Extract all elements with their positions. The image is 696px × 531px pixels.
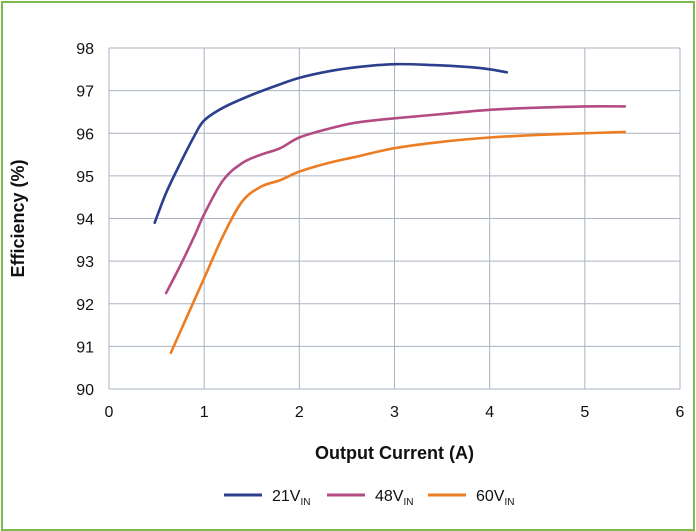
x-tick-labels: 0 1 2 3 4 5 6: [105, 404, 685, 421]
legend-label-subscript: IN: [403, 497, 413, 508]
x-tick-label: 4: [485, 404, 494, 421]
y-tick-label: 97: [76, 84, 94, 101]
y-tick-label: 98: [76, 41, 94, 58]
x-tick-label: 6: [676, 404, 685, 421]
grid: [108, 47, 681, 390]
legend: 21VIN 48VIN 60VIN: [224, 488, 514, 508]
y-tick-label: 92: [76, 297, 94, 314]
x-axis-title: Output Current (A): [315, 443, 474, 463]
series-line-2: [164, 105, 627, 295]
x-tick-label: 0: [105, 404, 114, 421]
y-tick-label: 93: [76, 254, 94, 271]
legend-item-3: 60VIN: [428, 488, 514, 508]
x-tick-label: 5: [580, 404, 589, 421]
y-tick-label: 95: [76, 169, 94, 186]
x-tick-label: 3: [390, 404, 399, 421]
y-tick-label: 96: [76, 126, 94, 143]
y-tick-label: 94: [76, 212, 94, 229]
series-line-1: [153, 62, 509, 225]
y-tick-label: 91: [76, 339, 94, 356]
x-tick-label: 2: [295, 404, 304, 421]
legend-label: 60VIN: [476, 488, 514, 508]
legend-item-1: 21VIN: [224, 488, 310, 508]
series-lines: [153, 62, 627, 355]
legend-label-subscript: IN: [300, 497, 310, 508]
legend-label: 21VIN: [272, 488, 310, 508]
legend-label-subscript: IN: [504, 497, 514, 508]
y-axis-title: Efficiency (%): [8, 159, 28, 277]
legend-label: 48VIN: [375, 488, 413, 508]
series-line-3: [169, 130, 627, 355]
x-tick-label: 1: [200, 404, 209, 421]
y-tick-labels: 90 91 92 93 94 95 96 97 98: [76, 41, 94, 399]
legend-item-2: 48VIN: [327, 488, 413, 508]
y-tick-label: 90: [76, 382, 94, 399]
